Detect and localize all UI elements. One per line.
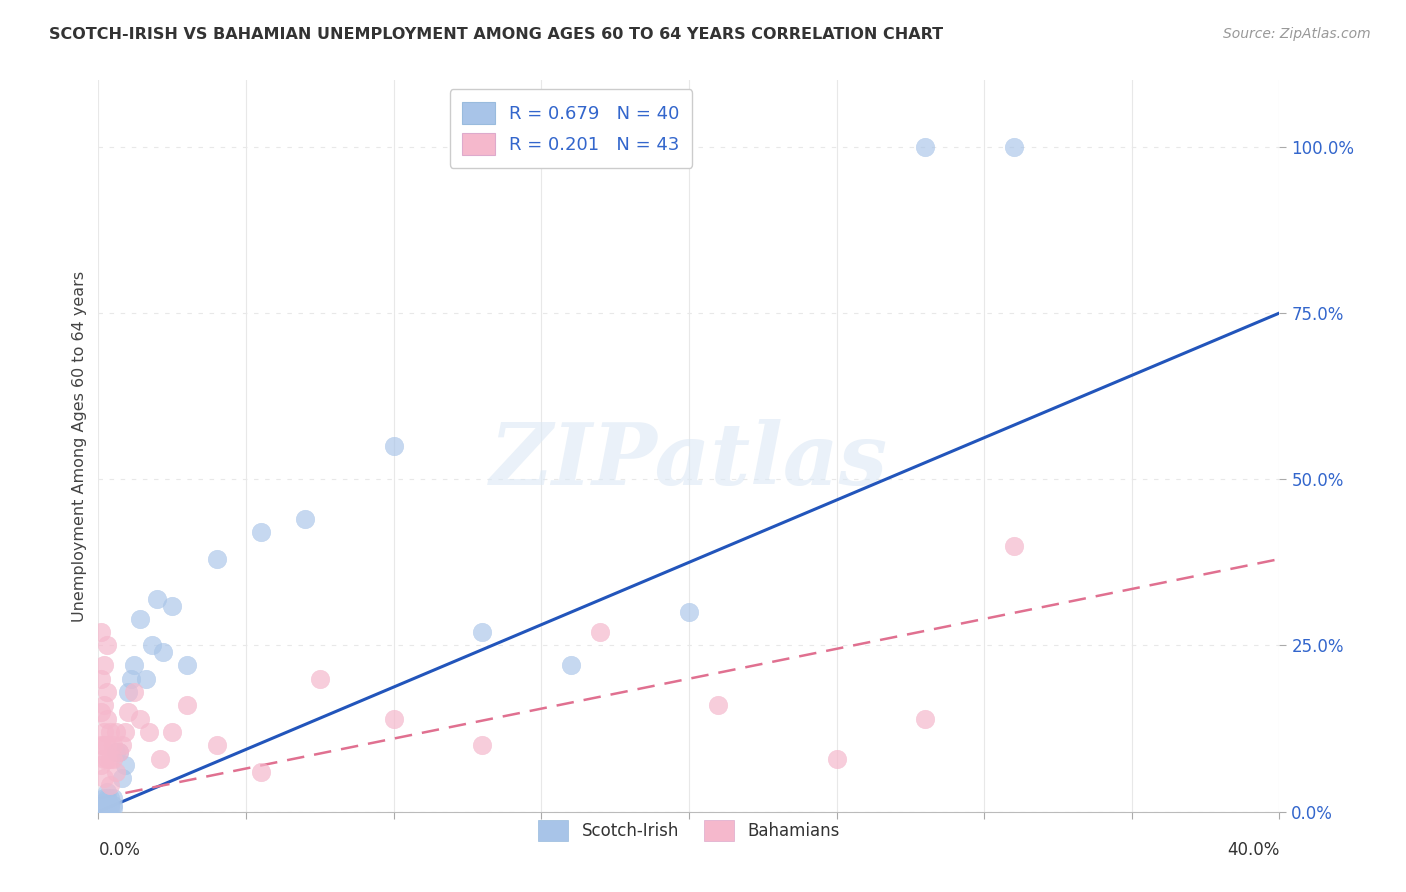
Bahamians (93, 772, 115, 786)
Bahamians (105, 764, 128, 779)
Bahamians (176, 698, 198, 713)
Scotch-Irish (103, 798, 125, 813)
Scotch-Irish (117, 685, 139, 699)
Scotch-Irish (111, 772, 134, 786)
Bahamians (98, 751, 121, 765)
Bahamians (914, 712, 936, 726)
Bahamians (589, 625, 612, 640)
Scotch-Irish (120, 672, 142, 686)
Bahamians (114, 725, 136, 739)
Scotch-Irish (152, 645, 174, 659)
Scotch-Irish (90, 798, 112, 813)
Bahamians (96, 738, 118, 752)
Scotch-Irish (294, 512, 316, 526)
Bahamians (138, 725, 160, 739)
Bahamians (382, 712, 405, 726)
Scotch-Irish (914, 140, 936, 154)
Scotch-Irish (114, 758, 136, 772)
Bahamians (93, 698, 115, 713)
Scotch-Irish (128, 612, 150, 626)
Bahamians (128, 712, 150, 726)
Bahamians (96, 751, 118, 765)
Bahamians (90, 705, 112, 719)
Text: SCOTCH-IRISH VS BAHAMIAN UNEMPLOYMENT AMONG AGES 60 TO 64 YEARS CORRELATION CHAR: SCOTCH-IRISH VS BAHAMIAN UNEMPLOYMENT AM… (49, 27, 943, 42)
Bahamians (90, 738, 112, 752)
Bahamians (117, 705, 139, 719)
Bahamians (96, 685, 118, 699)
Scotch-Irish (103, 791, 125, 805)
Scotch-Irish (96, 798, 118, 813)
Bahamians (98, 725, 121, 739)
Text: Source: ZipAtlas.com: Source: ZipAtlas.com (1223, 27, 1371, 41)
Bahamians (90, 758, 112, 772)
Bahamians (1002, 539, 1025, 553)
Bahamians (149, 751, 172, 765)
Text: ZIPatlas: ZIPatlas (489, 419, 889, 502)
Bahamians (90, 672, 112, 686)
Bahamians (90, 625, 112, 640)
Bahamians (93, 751, 115, 765)
Bahamians (96, 639, 118, 653)
Bahamians (103, 751, 125, 765)
Scotch-Irish (96, 791, 118, 805)
Y-axis label: Unemployment Among Ages 60 to 64 years: Unemployment Among Ages 60 to 64 years (72, 270, 87, 622)
Bahamians (205, 738, 228, 752)
Scotch-Irish (108, 745, 131, 759)
Scotch-Irish (96, 785, 118, 799)
Bahamians (250, 764, 273, 779)
Scotch-Irish (141, 639, 163, 653)
Scotch-Irish (93, 801, 115, 815)
Bahamians (309, 672, 332, 686)
Bahamians (122, 685, 145, 699)
Scotch-Irish (678, 605, 700, 619)
Scotch-Irish (98, 791, 121, 805)
Bahamians (471, 738, 494, 752)
Bahamians (111, 738, 134, 752)
Scotch-Irish (98, 801, 121, 815)
Scotch-Irish (560, 658, 582, 673)
Bahamians (103, 738, 125, 752)
Scotch-Irish (93, 798, 115, 813)
Scotch-Irish (93, 795, 115, 809)
Bahamians (98, 778, 121, 792)
Scotch-Irish (103, 801, 125, 815)
Scotch-Irish (205, 552, 228, 566)
Bahamians (707, 698, 730, 713)
Bahamians (93, 738, 115, 752)
Bahamians (105, 725, 128, 739)
Bahamians (93, 658, 115, 673)
Scotch-Irish (176, 658, 198, 673)
Bahamians (108, 745, 131, 759)
Scotch-Irish (90, 801, 112, 815)
Scotch-Irish (122, 658, 145, 673)
Scotch-Irish (105, 745, 128, 759)
Bahamians (96, 712, 118, 726)
Scotch-Irish (1002, 140, 1025, 154)
Bahamians (93, 725, 115, 739)
Bahamians (825, 751, 848, 765)
Scotch-Irish (90, 801, 112, 815)
Scotch-Irish (93, 791, 115, 805)
Scotch-Irish (382, 439, 405, 453)
Bahamians (162, 725, 183, 739)
Scotch-Irish (96, 801, 118, 815)
Scotch-Irish (146, 591, 169, 606)
Scotch-Irish (471, 625, 494, 640)
Scotch-Irish (162, 599, 183, 613)
Text: 40.0%: 40.0% (1227, 841, 1279, 859)
Legend: Scotch-Irish, Bahamians: Scotch-Irish, Bahamians (531, 814, 846, 847)
Scotch-Irish (250, 525, 273, 540)
Text: 0.0%: 0.0% (98, 841, 141, 859)
Scotch-Irish (135, 672, 157, 686)
Scotch-Irish (98, 798, 121, 813)
